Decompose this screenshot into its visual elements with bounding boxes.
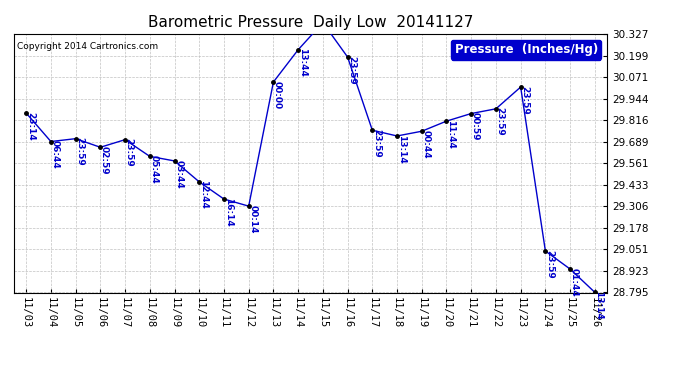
Text: Copyright 2014 Cartronics.com: Copyright 2014 Cartronics.com [17,42,158,51]
Text: 00:44: 00:44 [422,130,431,159]
Text: 00:44: 00:44 [0,374,1,375]
Text: 23:59: 23:59 [545,250,554,278]
Legend: Pressure  (Inches/Hg): Pressure (Inches/Hg) [451,40,601,60]
Text: 16:14: 16:14 [224,198,233,226]
Text: 02:59: 02:59 [100,146,109,174]
Text: 03:44: 03:44 [174,159,183,188]
Text: 12:44: 12:44 [199,180,208,209]
Text: 13:44: 13:44 [298,48,307,77]
Title: Barometric Pressure  Daily Low  20141127: Barometric Pressure Daily Low 20141127 [148,15,473,30]
Text: 11:44: 11:44 [446,120,455,148]
Text: 13:14: 13:14 [595,291,604,320]
Text: 13:14: 13:14 [397,135,406,164]
Text: 23:59: 23:59 [520,86,529,114]
Text: 23:59: 23:59 [372,129,381,158]
Text: 23:59: 23:59 [75,137,84,166]
Text: 23:14: 23:14 [26,112,34,140]
Text: 00:14: 00:14 [248,205,257,233]
Text: 06:44: 06:44 [50,140,59,169]
Text: 23:59: 23:59 [347,56,356,84]
Text: 23:59: 23:59 [495,107,504,136]
Text: 05:44: 05:44 [150,155,159,184]
Text: 00:59: 00:59 [471,112,480,141]
Text: 23:59: 23:59 [125,138,134,167]
Text: 00:00: 00:00 [273,81,282,109]
Text: 01:44: 01:44 [570,268,579,296]
